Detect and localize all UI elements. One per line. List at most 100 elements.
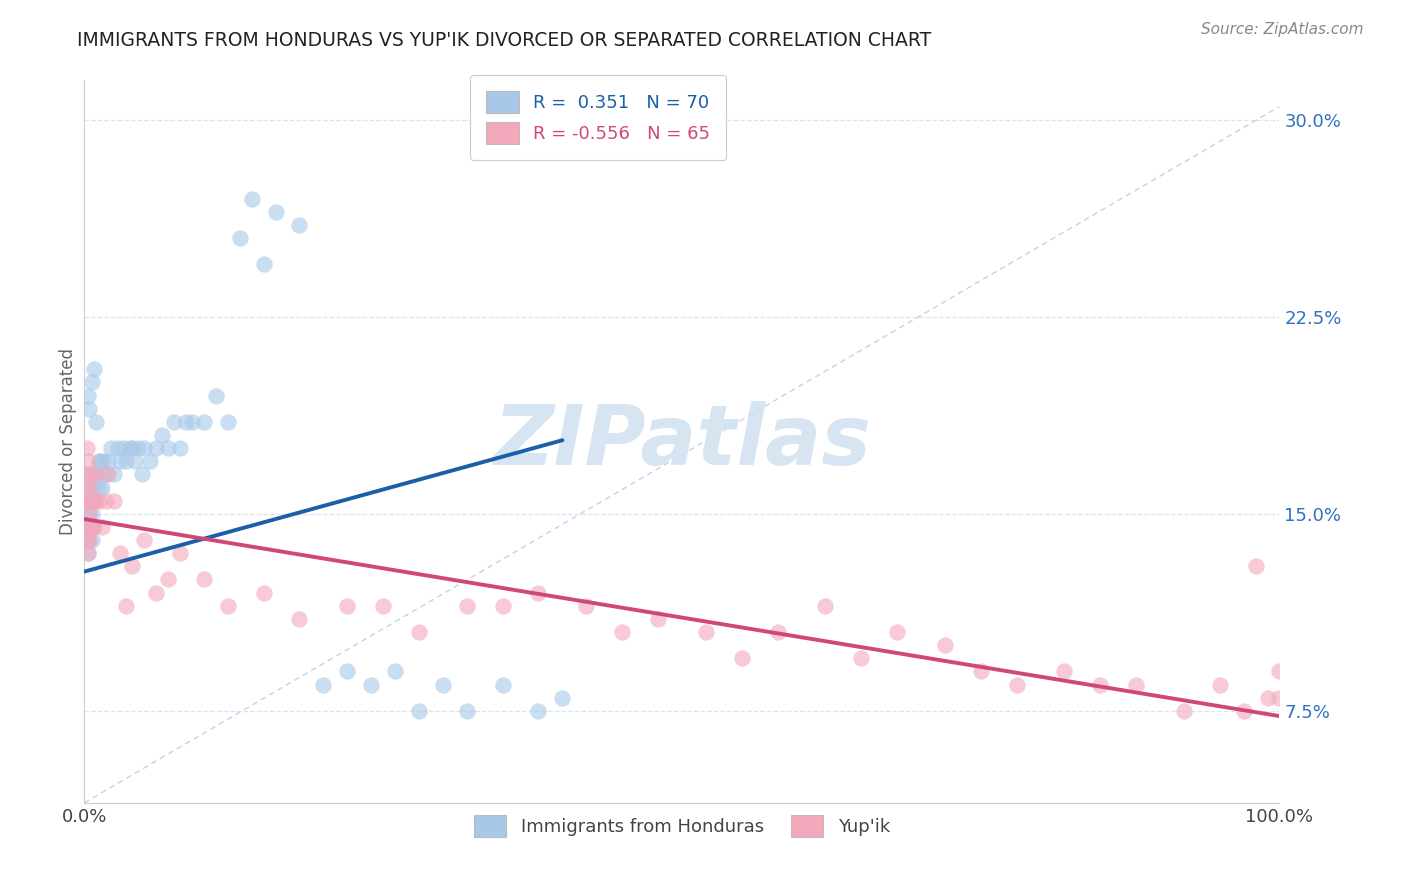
Point [121,559,143,574]
Point [76,481,98,495]
Point [77,520,100,534]
Point [132,533,156,547]
Point [157,441,180,455]
Point [695,625,717,640]
Point [157,573,180,587]
Point [264,204,287,219]
Point [169,441,191,455]
Point [75,493,97,508]
Text: Source: ZipAtlas.com: Source: ZipAtlas.com [1201,22,1364,37]
Point [766,625,789,640]
Point [253,585,276,599]
Point [127,441,149,455]
Point [77,546,100,560]
Point [814,599,837,613]
Point [145,441,167,455]
Point [83,520,105,534]
Point [93,454,115,468]
Point [86,415,108,429]
Point [527,704,550,718]
Point [82,520,104,534]
Point [647,612,669,626]
Point [79,520,101,534]
Point [336,599,359,613]
Text: IMMIGRANTS FROM HONDURAS VS YUP'IK DIVORCED OR SEPARATED CORRELATION CHART: IMMIGRANTS FROM HONDURAS VS YUP'IK DIVOR… [77,31,932,50]
Point [150,428,173,442]
Point [1233,704,1256,718]
Point [107,441,129,455]
Point [76,533,98,547]
Point [77,546,100,560]
Point [87,454,110,468]
Point [1125,677,1147,691]
Point [76,441,98,455]
Point [80,507,103,521]
Point [75,520,97,534]
Point [240,192,263,206]
Point [79,481,101,495]
Point [80,533,103,547]
Point [253,257,276,271]
Point [131,467,153,482]
Point [492,677,515,691]
Point [731,651,754,665]
Point [100,441,122,455]
Point [89,454,111,468]
Point [193,415,215,429]
Point [79,467,101,482]
Point [82,493,104,508]
Point [851,651,873,665]
Point [456,599,478,613]
Point [1005,677,1028,691]
Point [75,493,97,508]
Point [1173,704,1195,718]
Point [82,493,104,508]
Point [121,441,143,455]
Point [1268,690,1291,705]
Point [1053,665,1076,679]
Point [360,677,382,691]
Point [86,467,108,482]
Point [408,625,430,640]
Point [97,454,120,468]
Point [288,612,311,626]
Point [118,441,141,455]
Point [205,388,228,402]
Point [110,546,132,560]
Point [1090,677,1112,691]
Point [229,231,252,245]
Point [575,599,598,613]
Point [79,493,101,508]
Point [551,690,574,705]
Point [79,467,101,482]
Point [83,481,105,495]
Point [84,493,107,508]
Point [384,665,406,679]
Point [163,415,186,429]
Point [288,218,311,232]
Point [75,520,97,534]
Point [77,533,100,547]
Point [77,388,100,402]
Point [408,704,430,718]
Point [86,467,108,482]
Point [312,677,335,691]
Point [886,625,908,640]
Point [77,454,100,468]
Y-axis label: Divorced or Separated: Divorced or Separated [59,348,77,535]
Point [169,546,191,560]
Point [91,467,114,482]
Legend: Immigrants from Honduras, Yup'ik: Immigrants from Honduras, Yup'ik [467,808,897,845]
Point [80,520,103,534]
Point [1209,677,1232,691]
Point [77,493,100,508]
Point [217,415,239,429]
Point [145,585,167,599]
Point [80,376,103,390]
Point [124,454,146,468]
Point [77,507,100,521]
Point [1268,665,1291,679]
Point [77,493,100,508]
Point [76,481,98,495]
Point [77,493,100,508]
